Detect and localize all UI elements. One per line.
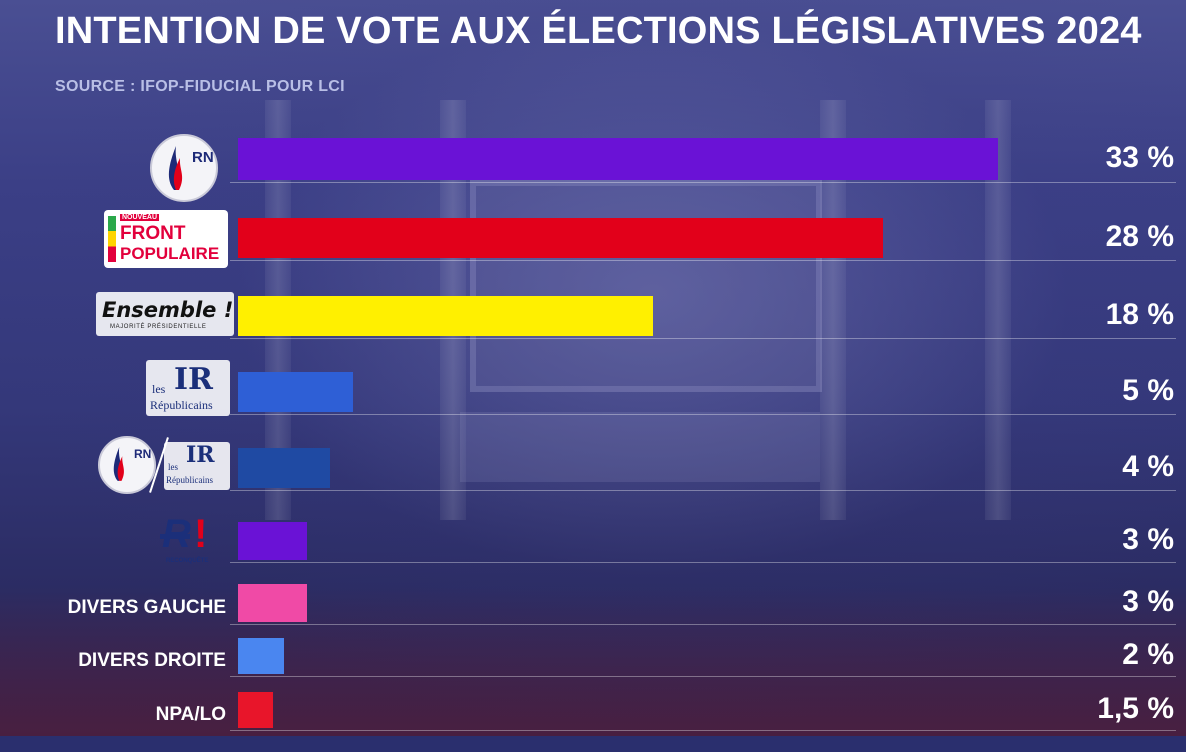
reconquete-subtitle: RECONQUÊTE <box>166 558 209 564</box>
rn-lr-logo: RN IR les Républicains <box>98 434 232 496</box>
background-hemicycle <box>0 0 1186 736</box>
chart-row: 3 % <box>0 522 1186 582</box>
nfp-small-label: NOUVEAU <box>120 214 160 221</box>
bar-value-label: 1,5 % <box>1097 692 1174 725</box>
bar <box>238 218 883 258</box>
nfp-line1: FRONT <box>120 223 186 244</box>
bar <box>238 692 273 728</box>
bar-value-label: 18 % <box>1105 298 1174 331</box>
chart-row: 18 % <box>0 296 1186 356</box>
chart-row: 4 % <box>0 448 1186 508</box>
bar-value-label: 28 % <box>1105 220 1174 253</box>
bar <box>238 296 653 336</box>
row-guide-line <box>230 730 1176 731</box>
row-guide-line <box>230 182 1176 183</box>
bar <box>238 448 331 488</box>
seats-decoration <box>0 586 1186 736</box>
row-guide-line <box>230 490 1176 491</box>
nfp-logo: NOUVEAU FRONT POPULAIRE <box>104 210 228 268</box>
ensemble-wordmark: Ensemble ! <box>102 298 234 322</box>
frieze-decoration <box>460 412 820 482</box>
category-label: DIVERS GAUCHE <box>67 597 226 618</box>
chart-row: 28 % <box>0 218 1186 278</box>
row-guide-line <box>230 338 1176 339</box>
chart-title: INTENTION DE VOTE AUX ÉLECTIONS LÉGISLAT… <box>55 10 1142 52</box>
lr-small-republicains-2: Républicains <box>166 475 213 485</box>
reconquete-logo: R ! RECONQUÊTE <box>160 512 226 570</box>
chart-source: SOURCE : IFOP-FIDUCIAL POUR LCI <box>55 78 345 95</box>
bar <box>238 584 308 622</box>
bar-value-label: 5 % <box>1122 374 1174 407</box>
ensemble-logo: Ensemble ! MAJORITÉ PRÉSIDENTIELLE <box>96 292 234 338</box>
lr-small-les-2: les <box>168 462 178 472</box>
rn-letters: RN <box>192 149 214 166</box>
chart-row: 3 % DIVERS GAUCHE <box>0 584 1186 644</box>
chart-row: 1,5 % NPA/LO <box>0 692 1186 752</box>
chart-row: 33 % <box>0 138 1186 198</box>
row-guide-line <box>230 676 1176 677</box>
category-label: NPA/LO <box>155 704 226 725</box>
bar-value-label: 3 % <box>1122 585 1174 618</box>
bar-value-label: 4 % <box>1122 450 1174 483</box>
lr-small-les: les <box>152 382 166 396</box>
lr-logo: IR les Républicains <box>146 360 230 418</box>
bar-value-label: 2 % <box>1122 638 1174 671</box>
category-label: DIVERS DROITE <box>78 650 226 671</box>
row-guide-line <box>230 260 1176 261</box>
lr-small-republicains: Républicains <box>150 398 213 412</box>
bar-value-label: 33 % <box>1105 141 1174 174</box>
painting-decoration <box>470 180 822 392</box>
rn-small-letters: RN <box>134 447 152 461</box>
bar <box>238 372 354 412</box>
row-guide-line <box>230 562 1176 563</box>
rn-logo: RN <box>150 134 220 204</box>
nfp-line2: POPULAIRE <box>120 244 220 263</box>
ensemble-subtitle: MAJORITÉ PRÉSIDENTIELLE <box>110 324 207 330</box>
chart-row: 2 % DIVERS DROITE <box>0 638 1186 698</box>
bar <box>238 138 998 180</box>
bar <box>238 522 308 560</box>
bar-value-label: 3 % <box>1122 523 1174 556</box>
chart-row: 5 % <box>0 372 1186 432</box>
bar <box>238 638 285 674</box>
row-guide-line <box>230 414 1176 415</box>
row-guide-line <box>230 624 1176 625</box>
